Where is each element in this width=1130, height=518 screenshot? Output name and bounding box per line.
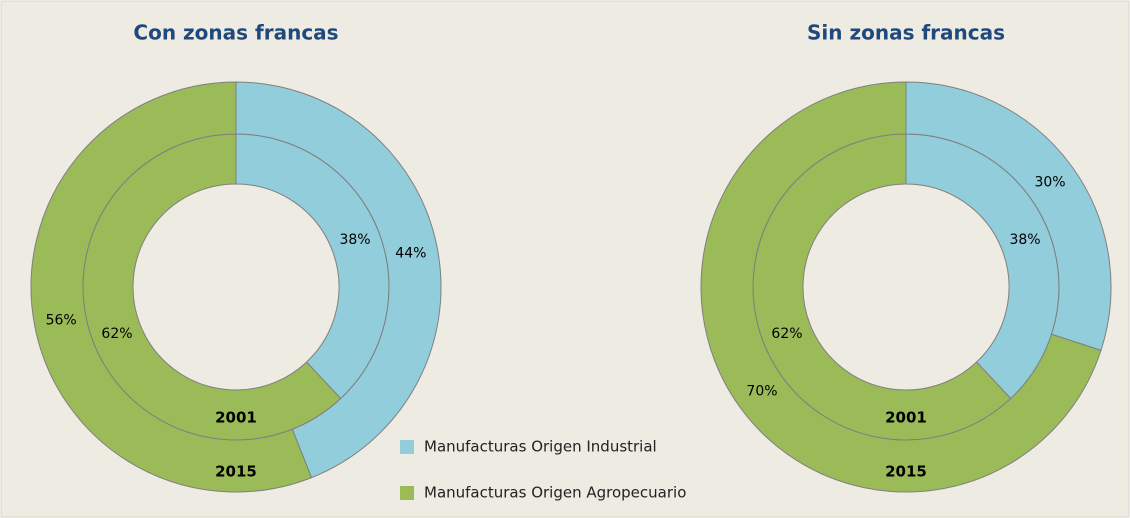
data-label: 38% <box>1009 232 1040 248</box>
donut-segment <box>235 81 442 479</box>
legend-swatch <box>400 440 414 454</box>
data-label: 44% <box>395 246 426 262</box>
data-label: 38% <box>339 232 370 248</box>
legend-label: Manufacturas Origen Industrial <box>424 438 657 456</box>
data-label: 70% <box>746 384 777 400</box>
legend-label: Manufacturas Origen Agropecuario <box>424 484 686 502</box>
data-label: 62% <box>101 326 132 342</box>
data-label: 56% <box>46 312 77 328</box>
donut-segment <box>700 81 1102 493</box>
legend-swatch <box>400 486 414 500</box>
data-label: 30% <box>1034 174 1065 190</box>
donut-segment <box>905 81 1112 351</box>
chart-title: Con zonas francas <box>133 21 338 45</box>
donut-segment <box>30 81 313 493</box>
ring-label: 2001 <box>885 409 927 427</box>
ring-label: 2001 <box>215 409 257 427</box>
ring-label: 2015 <box>215 463 257 481</box>
chart-title: Sin zonas francas <box>807 21 1005 45</box>
ring-label: 2015 <box>885 463 927 481</box>
data-label: 62% <box>771 326 802 342</box>
